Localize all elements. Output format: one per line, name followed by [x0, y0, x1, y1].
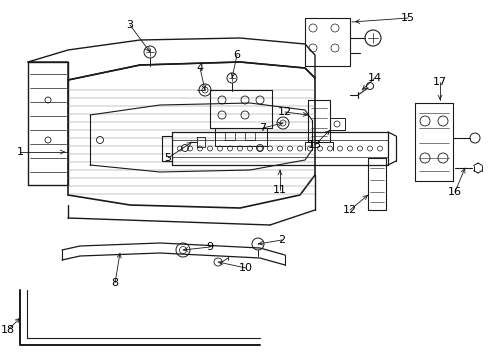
Text: 15: 15: [400, 13, 414, 23]
Text: 12: 12: [342, 205, 356, 215]
Text: 11: 11: [272, 185, 286, 195]
Text: 7: 7: [259, 123, 266, 133]
Text: 16: 16: [447, 187, 461, 197]
Text: 10: 10: [239, 263, 252, 273]
Text: 5: 5: [164, 153, 171, 163]
Text: 4: 4: [196, 63, 203, 73]
Text: 6: 6: [233, 50, 240, 60]
Text: 18: 18: [1, 325, 15, 335]
Text: 9: 9: [206, 242, 213, 252]
Text: 12: 12: [277, 107, 291, 117]
Text: 8: 8: [111, 278, 118, 288]
Text: 17: 17: [432, 77, 446, 87]
Text: 1: 1: [17, 147, 23, 157]
Text: 13: 13: [307, 140, 321, 150]
Text: 14: 14: [367, 73, 381, 83]
Text: 2: 2: [278, 235, 285, 245]
Text: 3: 3: [126, 20, 133, 30]
